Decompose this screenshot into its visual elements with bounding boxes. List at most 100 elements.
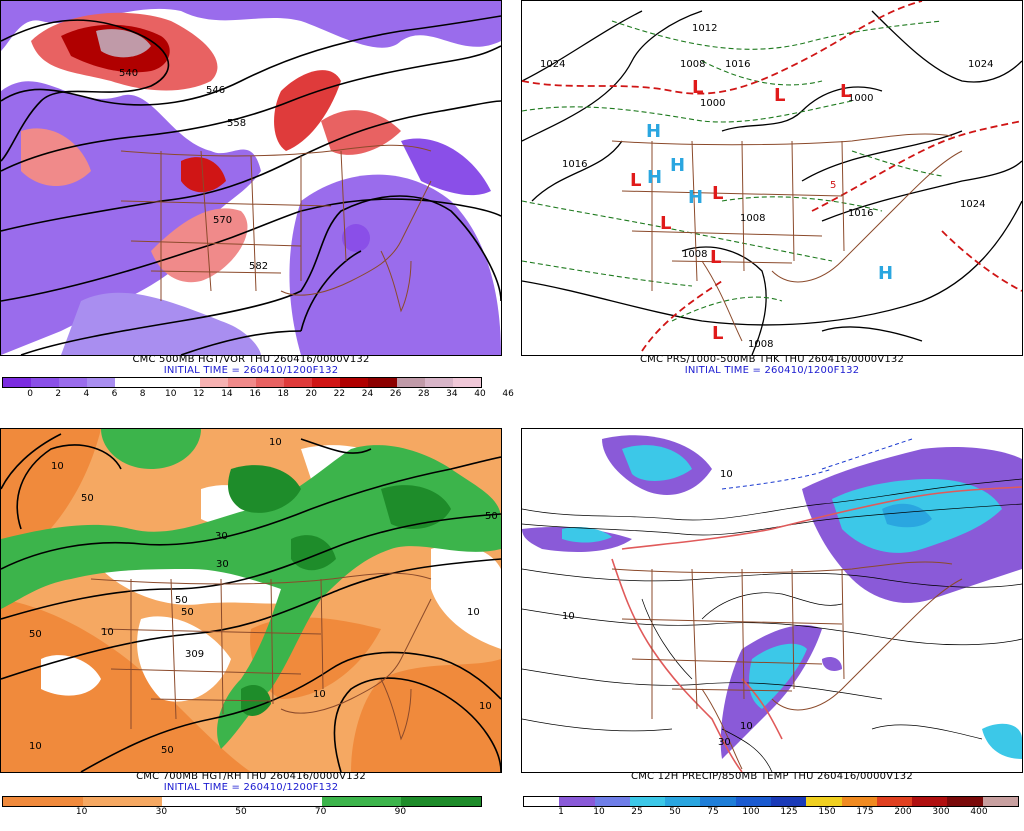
colorbar-swatch bbox=[368, 378, 397, 387]
map-700mb-svg: 10 50 10 30 50 309 10 50 10 50 10 10 10 … bbox=[1, 429, 501, 772]
rh-label-8: 50 bbox=[29, 629, 42, 640]
temperature-contours bbox=[522, 478, 1022, 772]
caption-700mb: CMC 700MB HGT/RH THU 260416/0000V132 bbox=[136, 771, 366, 782]
high-center-5: H bbox=[878, 263, 893, 284]
temp-label-1: 10 bbox=[562, 611, 575, 622]
colorbar-tick-label: 40 bbox=[474, 389, 486, 399]
map-700mb: 10 50 10 30 50 309 10 50 10 50 10 10 10 … bbox=[0, 428, 502, 773]
rh-moist-fill bbox=[1, 429, 501, 749]
isobar-label-1008-c: 1008 bbox=[682, 249, 707, 260]
colorbar-tick-label: 6 bbox=[111, 389, 118, 399]
low-center-6: L bbox=[660, 213, 671, 234]
rh-label-9: 10 bbox=[467, 607, 480, 618]
colorbar-swatch bbox=[594, 797, 630, 806]
colorbar-tick-label: 175 bbox=[856, 807, 874, 817]
colorbar-swatch bbox=[735, 797, 771, 806]
low-center-8: L bbox=[712, 323, 723, 344]
colorbar-tick-label: 22 bbox=[333, 389, 346, 399]
colorbar-ticks-precip: 1 10 25 50 75 100 125 150 175 200 300 400 bbox=[521, 807, 1023, 819]
colorbar-swatch bbox=[876, 797, 913, 806]
colorbar-tick-label: 50 bbox=[669, 807, 681, 817]
colorbar-swatch bbox=[115, 378, 144, 387]
colorbar-tick-label: 28 bbox=[418, 389, 430, 399]
colorbar-precip bbox=[523, 796, 1019, 807]
isobars bbox=[522, 10, 1022, 355]
low-center-3: L bbox=[840, 81, 851, 102]
colorbar-swatch bbox=[281, 797, 322, 806]
map-pressure-svg: 1024 1012 1008 1016 1000 1000 1016 1024 … bbox=[522, 1, 1022, 355]
rh-label-3: 10 bbox=[269, 437, 282, 448]
thickness-540 bbox=[522, 1, 1022, 352]
colorbar-swatch bbox=[202, 797, 242, 806]
caption-pressure: CMC PRS/1000-500MB THK THU 260416/0000V1… bbox=[639, 354, 905, 365]
isobar-label-1016-b: 1016 bbox=[562, 159, 587, 170]
initial-time-pressure: INITIAL TIME = 260410/1200F132 bbox=[684, 365, 860, 376]
colorbar-tick-label: 20 bbox=[305, 389, 318, 399]
low-center-2: L bbox=[774, 85, 785, 106]
rh-label-14: 50 bbox=[161, 745, 174, 756]
colorbar-swatch bbox=[87, 378, 116, 387]
state-borders-700 bbox=[90, 572, 432, 741]
rh-label-10: 50 bbox=[485, 511, 498, 522]
caption-500mb: CMC 500MB HGT/VOR THU 260416/0000V132 bbox=[132, 354, 370, 365]
colorbar-tick-label: 4 bbox=[83, 389, 90, 399]
colorbar-tick-label: 150 bbox=[818, 807, 836, 817]
colorbar-swatch bbox=[227, 378, 256, 387]
rh-label-15: 30 bbox=[215, 531, 228, 542]
colorbar-tick-label: 26 bbox=[389, 389, 402, 399]
colorbar-tick-label: 24 bbox=[361, 389, 374, 399]
rh-label-7: 10 bbox=[101, 627, 114, 638]
map-pressure: 1024 1012 1008 1016 1000 1000 1016 1024 … bbox=[521, 0, 1023, 356]
colorbar-swatch bbox=[947, 797, 983, 806]
state-borders-pressure bbox=[611, 133, 963, 342]
cold-contours bbox=[721, 438, 913, 490]
colorbar-tick-label: 10 bbox=[593, 807, 605, 817]
colorbar-swatch bbox=[396, 378, 425, 387]
colorbar-tick-label: 34 bbox=[446, 389, 458, 399]
height-contours-700 bbox=[1, 433, 501, 772]
rh-label-4: 30 bbox=[216, 559, 229, 570]
freezing-line bbox=[611, 486, 1022, 772]
colorbar-swatch bbox=[143, 378, 172, 387]
colorbar-swatch bbox=[401, 797, 442, 806]
isobar-label-1024: 1024 bbox=[540, 59, 565, 70]
isobar-label-1008-d: 1008 bbox=[748, 339, 773, 350]
colorbar-tick-label: 10 bbox=[164, 389, 177, 399]
colorbar-swatch bbox=[321, 797, 362, 806]
panel-pressure-thickness: 1024 1012 1008 1016 1000 1000 1016 1024 … bbox=[521, 0, 1023, 403]
colorbar-swatch bbox=[361, 797, 402, 806]
low-center-1: L bbox=[692, 77, 703, 98]
low-center-4: L bbox=[630, 170, 641, 191]
colorbar-swatch bbox=[806, 797, 842, 806]
colorbar-swatch bbox=[122, 797, 163, 806]
colorbar-swatch bbox=[340, 378, 369, 387]
colorbar-swatch bbox=[59, 378, 88, 387]
colorbar-swatch bbox=[199, 378, 228, 387]
map-500mb-svg: 546 558 570 582 540 bbox=[1, 1, 501, 355]
colorbar-tick-label: 12 bbox=[193, 389, 205, 399]
contour-label-558: 558 bbox=[227, 118, 246, 129]
isobar-label-1000-a: 1000 bbox=[700, 98, 725, 109]
rh-label-11: 10 bbox=[29, 741, 42, 752]
colorbar-tick-label: 1 bbox=[558, 807, 564, 817]
colorbar-tick-label: 0 bbox=[27, 389, 33, 399]
high-center-3: H bbox=[647, 167, 662, 188]
isobar-label-1000-b: 1000 bbox=[848, 93, 873, 104]
temp-label-2: 10 bbox=[720, 469, 733, 480]
caption-precip: CMC 12H PRECIP/850MB TEMP THU 260416/000… bbox=[631, 771, 913, 782]
precip-fill bbox=[522, 435, 1022, 759]
colorbar-tick-label: 14 bbox=[221, 389, 233, 399]
isobar-label-1016: 1016 bbox=[725, 59, 750, 70]
colorbar-swatch bbox=[524, 797, 560, 806]
rh-label-13: 10 bbox=[479, 701, 492, 712]
map-precip-svg: 10 10 10 30 bbox=[522, 435, 1022, 772]
colorbar-swatch bbox=[31, 378, 60, 387]
state-borders-precip bbox=[611, 561, 963, 770]
colorbar-tick-label: 8 bbox=[139, 389, 146, 399]
colorbar-swatch bbox=[629, 797, 666, 806]
rh-label-16: 50 bbox=[175, 595, 188, 606]
panel-700mb-rh: 10 50 10 30 50 309 10 50 10 50 10 10 10 … bbox=[0, 428, 502, 831]
low-center-7: L bbox=[710, 247, 721, 268]
isobar-label-1024-b: 1024 bbox=[960, 199, 985, 210]
colorbar-tick-label: 90 bbox=[394, 807, 407, 817]
